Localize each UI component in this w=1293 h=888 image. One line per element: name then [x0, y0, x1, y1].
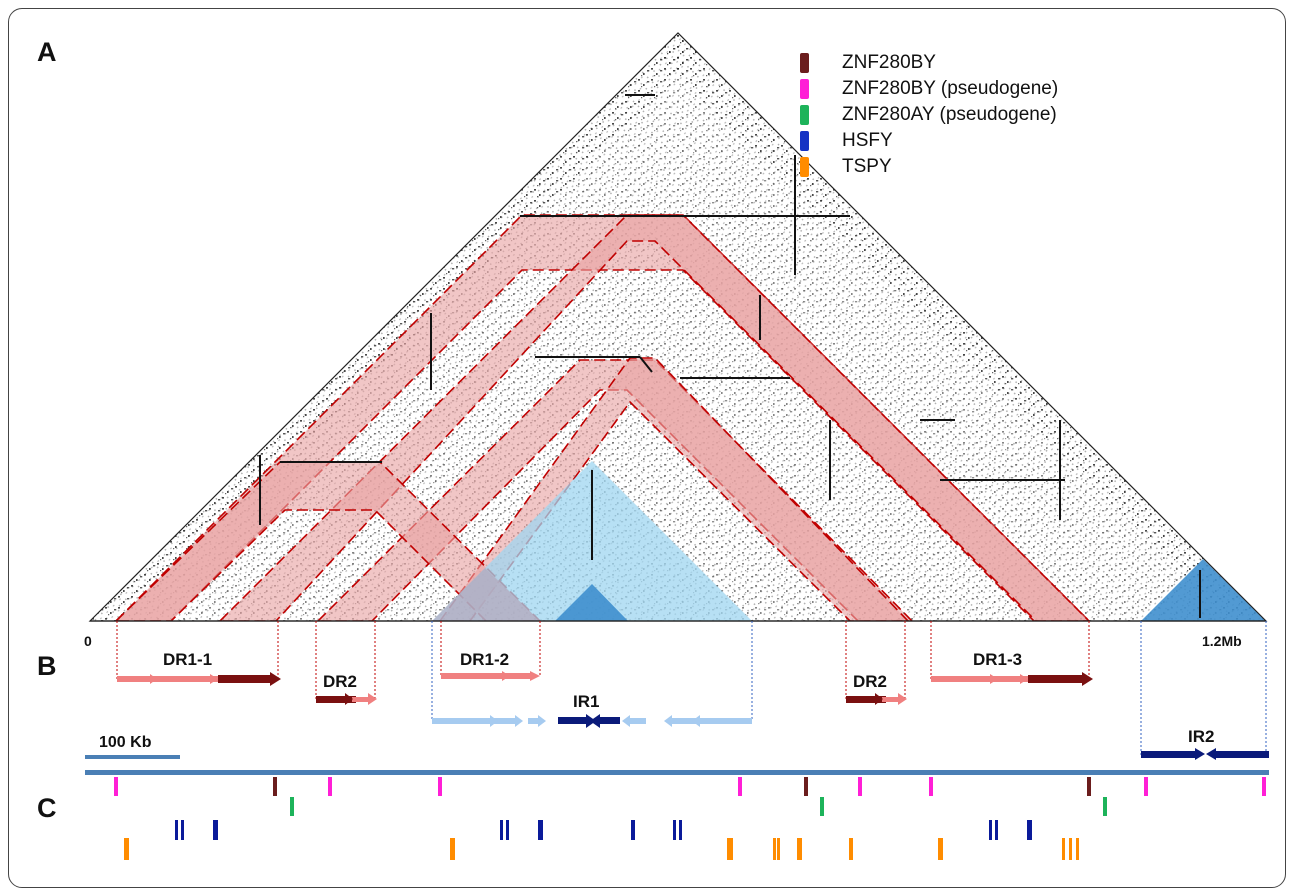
gene-mark [450, 838, 455, 860]
ir1-label: IR1 [573, 692, 599, 711]
gene-mark [1103, 797, 1107, 816]
gene-mark [938, 838, 943, 860]
gene-mark [328, 777, 332, 796]
ir-guides [431, 621, 1267, 755]
gene-mark [995, 820, 998, 840]
gene-mark [858, 777, 862, 796]
gene-mark [290, 797, 294, 816]
legend-swatch [800, 79, 809, 99]
gene-mark [213, 820, 218, 840]
ir1-arrows [432, 714, 752, 728]
gene-mark [820, 797, 824, 816]
legend-label: ZNF280AY (pseudogene) [842, 104, 1057, 125]
dr2-left-arrow [316, 693, 377, 705]
ir2-label: IR2 [1188, 727, 1214, 746]
dr1-1-label: DR1-1 [163, 650, 212, 669]
hsfy-track [175, 820, 1032, 840]
gene-mark [989, 820, 992, 840]
dr2-left-label: DR2 [323, 672, 357, 691]
dr2-right-label: DR2 [853, 672, 887, 691]
gene-mark [438, 777, 442, 796]
legend-label: TSPY [842, 156, 892, 177]
dr1-2-arrow [441, 671, 540, 681]
scale-bar-label: 100 Kb [99, 734, 152, 751]
gene-mark [631, 820, 635, 840]
gene-mark [679, 820, 682, 840]
axis-start-label: 0 [84, 633, 92, 649]
gene-mark [773, 838, 776, 860]
gene-mark [506, 820, 509, 840]
gene-mark [175, 820, 178, 840]
znf280ay-pseudogene-track [290, 797, 1107, 816]
axis-end-label: 1.2Mb [1202, 633, 1242, 649]
gene-mark [797, 838, 802, 860]
znf280by-pseudogene-track [114, 777, 1266, 796]
dr-guides [116, 621, 1090, 699]
gene-mark [114, 777, 118, 796]
panel-label-b: B [37, 651, 57, 681]
gene-mark [538, 820, 543, 840]
dr1-1-arrow [117, 672, 281, 686]
gene-mark [1262, 777, 1266, 796]
legend-swatch [800, 53, 809, 73]
gene-mark [1144, 777, 1148, 796]
gene-mark [673, 820, 676, 840]
gene-mark [1087, 777, 1091, 796]
gene-mark [181, 820, 184, 840]
znf280by-track [273, 777, 1091, 796]
gene-mark [500, 820, 503, 840]
legend-swatch [800, 131, 809, 151]
gene-mark [849, 838, 853, 860]
gene-mark [273, 777, 277, 796]
chromosome-bar [85, 770, 1269, 775]
scale-bar [85, 755, 180, 759]
gene-mark [124, 838, 129, 860]
tspy-track [124, 838, 1079, 860]
gene-mark [1027, 820, 1032, 840]
dotplot-triangle [88, 32, 1268, 622]
gene-tracks [114, 777, 1266, 860]
legend-label: ZNF280BY [842, 52, 936, 73]
inverted-repeat-ir2 [1141, 559, 1266, 621]
gene-mark [777, 838, 780, 860]
panel-label-c: C [37, 793, 57, 823]
dr2-right-arrow [846, 693, 907, 705]
figure-canvas: 0 1.2Mb DR1-1 DR2 DR1-2 IR1 DR2 DR1-3 IR… [84, 32, 1269, 860]
dotplot-texture [90, 33, 1266, 621]
ir2-arrows [1141, 748, 1269, 760]
gene-mark [929, 777, 933, 796]
dotplot-lines [259, 94, 1201, 618]
legend-label: ZNF280BY (pseudogene) [842, 78, 1059, 99]
gene-mark [804, 777, 808, 796]
dr1-3-arrow [931, 672, 1093, 686]
legend-swatch [800, 105, 809, 125]
dr1-2-label: DR1-2 [460, 650, 509, 669]
gene-mark [1076, 838, 1079, 860]
gene-mark [738, 777, 742, 796]
gene-mark [1062, 838, 1065, 860]
gene-mark [727, 838, 733, 860]
legend-label: HSFY [842, 130, 893, 151]
gene-mark [1069, 838, 1072, 860]
panel-label-a: A [37, 37, 57, 67]
legend-swatch [800, 157, 809, 177]
dr1-3-label: DR1-3 [973, 650, 1022, 669]
